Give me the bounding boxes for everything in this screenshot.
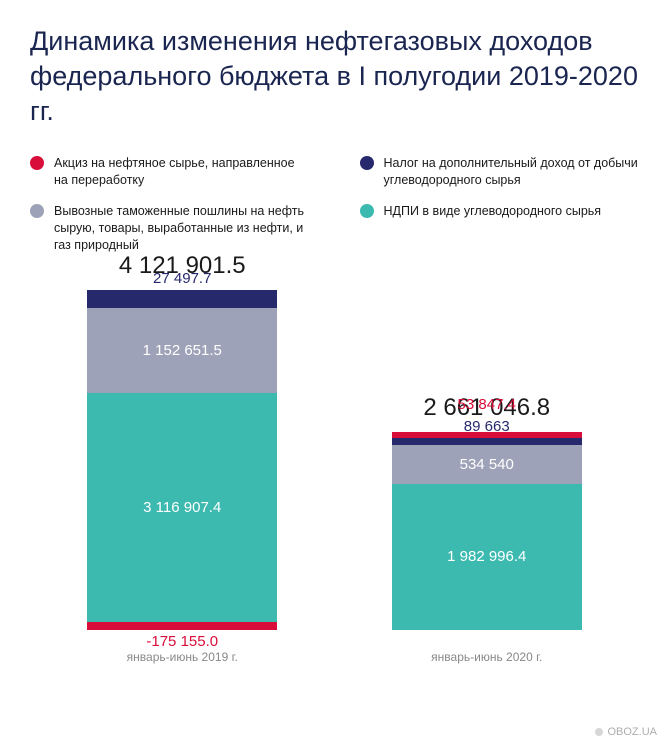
segment-label: 534 540 bbox=[460, 456, 514, 473]
segment-label: 1 982 996.4 bbox=[447, 548, 526, 565]
watermark-icon bbox=[595, 728, 603, 736]
legend-item: Налог на дополнительный доход от добычи … bbox=[360, 155, 640, 189]
stacked-bar: 53 847.489 663534 5401 982 996.4 bbox=[392, 432, 582, 630]
legend-col-right: Налог на дополнительный доход от добычи … bbox=[360, 155, 640, 253]
legend-text: Акциз на нефтяное сырье, направленное на… bbox=[54, 155, 310, 189]
watermark: OBOZ.UA bbox=[595, 726, 657, 738]
legend-item: Акциз на нефтяное сырье, направленное на… bbox=[30, 155, 310, 189]
legend-text: Вывозные таможенные пошлины на нефть сыр… bbox=[54, 203, 310, 254]
legend-dot bbox=[30, 156, 44, 170]
bar-column: 2 661 046.853 847.489 663534 5401 982 99… bbox=[392, 394, 582, 664]
bar-segment: 1 152 651.5 bbox=[87, 308, 277, 393]
segment-label: 3 116 907.4 bbox=[143, 499, 221, 516]
legend: Акциз на нефтяное сырье, направленное на… bbox=[30, 155, 639, 253]
legend-col-left: Акциз на нефтяное сырье, направленное на… bbox=[30, 155, 310, 253]
segment-label: 53 847.4 bbox=[392, 396, 582, 413]
legend-item: НДПИ в виде углеводородного сырья bbox=[360, 203, 640, 220]
segment-label: 89 663 bbox=[392, 418, 582, 435]
chart-area: 4 121 901.527 497.71 152 651.53 116 907.… bbox=[30, 284, 639, 664]
legend-dot bbox=[360, 156, 374, 170]
legend-dot bbox=[360, 204, 374, 218]
stacked-bar: 27 497.7 1 152 651.5 3 116 907.4 -175 155.0 bbox=[87, 290, 277, 630]
bar-segment: 534 540 bbox=[392, 445, 582, 484]
segment-label: 27 497.7 bbox=[87, 270, 277, 287]
bar-segment: 89 663 bbox=[392, 438, 582, 445]
watermark-text: OBOZ.UA bbox=[607, 726, 657, 738]
bar-segment: 1 982 996.4 bbox=[392, 484, 582, 630]
segment-label: -175 155.0 bbox=[87, 633, 277, 650]
bar-segment: -175 155.0 bbox=[87, 622, 277, 630]
bar-column: 4 121 901.527 497.71 152 651.53 116 907.… bbox=[87, 252, 277, 664]
legend-dot bbox=[30, 204, 44, 218]
legend-text: НДПИ в виде углеводородного сырья bbox=[384, 203, 602, 220]
legend-text: Налог на дополнительный доход от добычи … bbox=[384, 155, 640, 189]
x-axis-label: январь-июнь 2019 г. bbox=[127, 650, 238, 664]
bar-segment: 27 497.7 bbox=[87, 290, 277, 308]
bar-segment: 3 116 907.4 bbox=[87, 393, 277, 622]
segment-label: 1 152 651.5 bbox=[143, 342, 222, 359]
chart-title: Динамика изменения нефтегазовых доходов … bbox=[30, 24, 639, 129]
legend-item: Вывозные таможенные пошлины на нефть сыр… bbox=[30, 203, 310, 254]
x-axis-label: январь-июнь 2020 г. bbox=[431, 650, 542, 664]
